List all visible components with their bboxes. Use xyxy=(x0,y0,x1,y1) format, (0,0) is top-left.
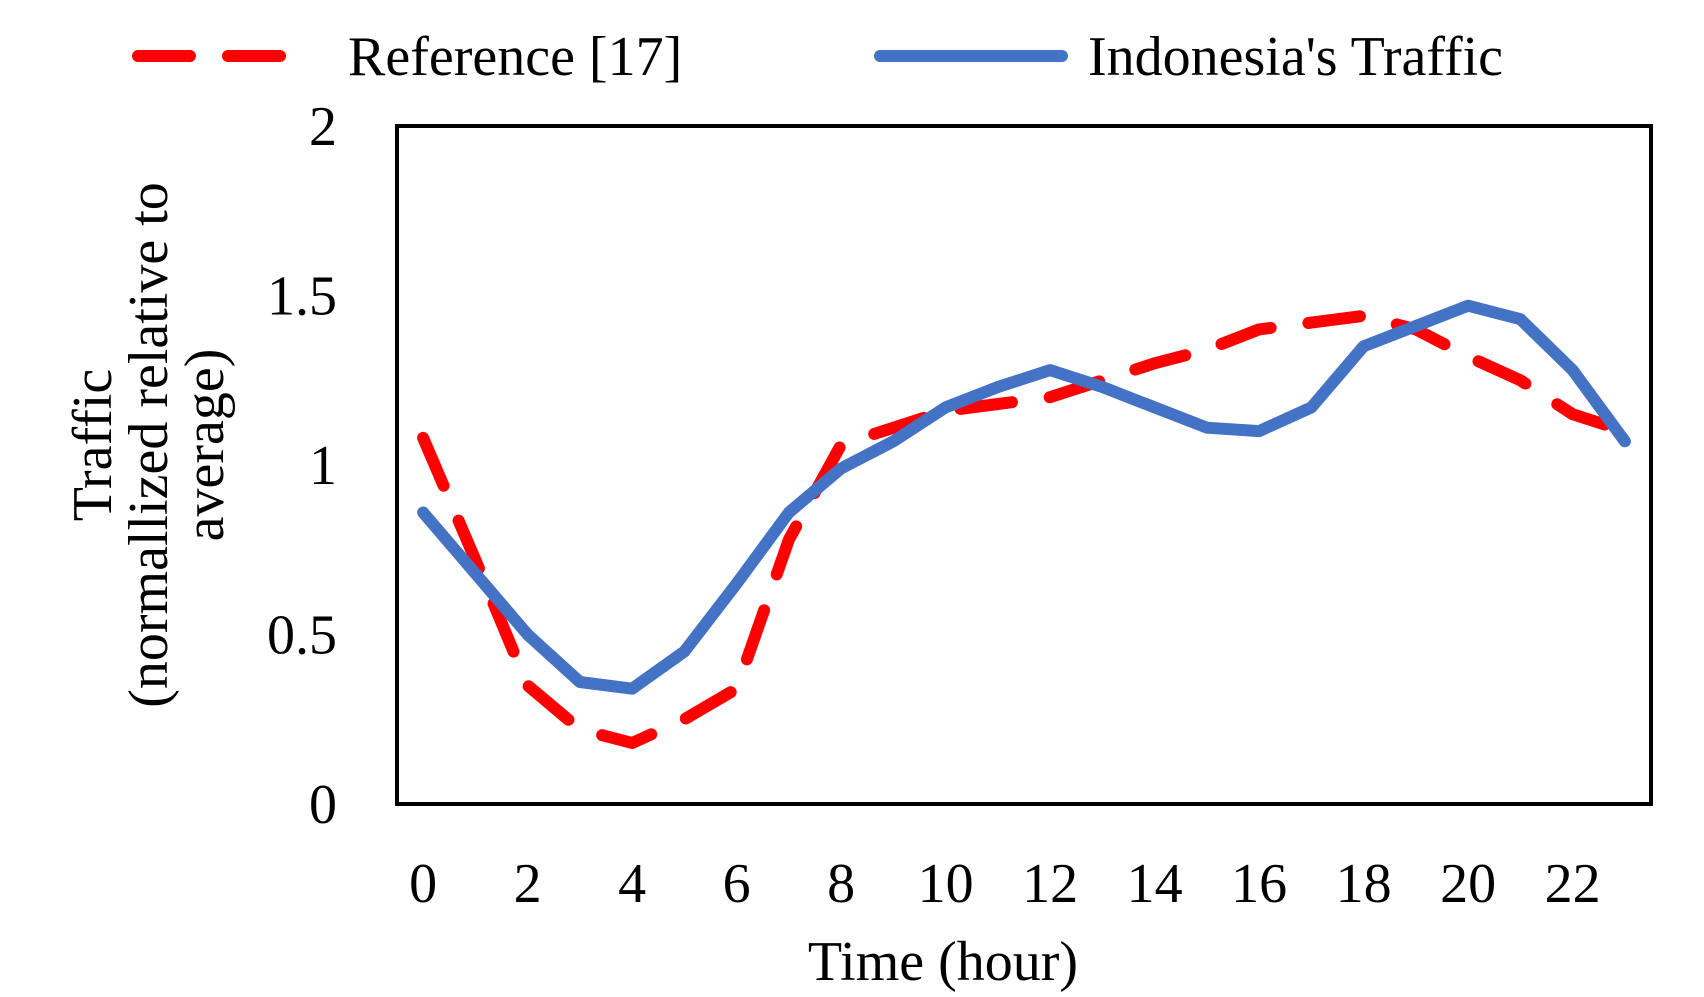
reference-data-point xyxy=(1572,413,1574,415)
y-axis-title-line-3: average) xyxy=(174,349,236,542)
indonesia-data-point xyxy=(474,573,476,575)
plot-area xyxy=(395,124,1653,806)
indonesia-data-point xyxy=(527,634,529,636)
y-tick-label: 1.5 xyxy=(267,266,337,328)
reference-data-point xyxy=(840,444,842,446)
y-tick-label: 1 xyxy=(309,435,337,497)
indonesia-data-point xyxy=(945,406,947,408)
indonesia-data-point xyxy=(1519,318,1521,320)
indonesia-data-point xyxy=(1049,369,1051,371)
legend-label-reference: Reference [17] xyxy=(348,26,682,88)
x-tick-label: 4 xyxy=(618,853,646,915)
y-tick-label: 2 xyxy=(309,96,337,158)
indonesia-data-point xyxy=(1415,325,1417,327)
y-tick-label: 0 xyxy=(309,774,337,836)
indonesia-data-point xyxy=(631,688,633,690)
x-tick-label: 0 xyxy=(409,853,437,915)
indonesia-data-point xyxy=(579,681,581,683)
reference-data-point xyxy=(474,559,476,561)
x-tick-label: 14 xyxy=(1127,853,1183,915)
reference-data-point xyxy=(736,688,738,690)
indonesia-data-point xyxy=(1363,345,1365,347)
x-tick-labels: 0 2 4 6 8 10 12 14 16 18 20 22 xyxy=(409,853,1601,915)
reference-data-point xyxy=(997,403,999,405)
reference-data-point xyxy=(579,728,581,730)
reference-data-point xyxy=(1310,322,1312,324)
series-line-indonesia xyxy=(417,299,1631,695)
indonesia-data-point xyxy=(422,512,424,514)
reference-data-point xyxy=(788,539,790,541)
indonesia-data-point xyxy=(1206,427,1208,429)
y-axis-title: Traffic (normallized relative to average… xyxy=(62,182,236,708)
indonesia-data-point xyxy=(1154,406,1156,408)
indonesia-data-point xyxy=(997,386,999,388)
reference-data-point xyxy=(1258,328,1260,330)
indonesia-data-point xyxy=(1467,305,1469,307)
indonesia-data-point xyxy=(1258,430,1260,432)
reference-data-point xyxy=(892,427,894,429)
indonesia-data-point xyxy=(840,467,842,469)
indonesia-data-point xyxy=(1310,406,1312,408)
indonesia-data-point xyxy=(683,651,685,653)
y-tick-labels: 0 0.5 1 1.5 2 xyxy=(267,96,337,836)
reference-data-point xyxy=(1154,362,1156,364)
legend: Reference [17] Indonesia's Traffic xyxy=(132,26,1503,88)
indonesia-data-point xyxy=(1572,369,1574,371)
x-tick-label: 20 xyxy=(1440,853,1496,915)
legend-label-indonesia: Indonesia's Traffic xyxy=(1088,26,1503,88)
x-tick-label: 12 xyxy=(1022,853,1078,915)
reference-data-point xyxy=(631,742,633,744)
x-tick-label: 22 xyxy=(1545,853,1601,915)
x-tick-label: 6 xyxy=(723,853,751,915)
indonesia-data-point xyxy=(1624,440,1626,442)
y-tick-label: 0.5 xyxy=(267,605,337,667)
indonesia-data-point xyxy=(788,512,790,514)
x-tick-label: 10 xyxy=(918,853,974,915)
reference-data-point xyxy=(422,437,424,439)
indonesia-data-point xyxy=(736,583,738,585)
reference-data-point xyxy=(683,718,685,720)
y-axis-title-line-1: Traffic xyxy=(62,369,124,521)
reference-data-point xyxy=(1206,349,1208,351)
series-line-reference xyxy=(417,309,1631,749)
x-axis-title: Time (hour) xyxy=(808,931,1078,993)
reference-data-point xyxy=(1363,315,1365,317)
reference-data-point xyxy=(1519,379,1521,381)
x-tick-label: 2 xyxy=(514,853,542,915)
indonesia-data-point xyxy=(892,440,894,442)
x-tick-label: 8 xyxy=(827,853,855,915)
series-layer xyxy=(417,299,1631,749)
reference-data-point xyxy=(1467,356,1469,358)
reference-data-point xyxy=(1049,396,1051,398)
x-tick-label: 18 xyxy=(1336,853,1392,915)
indonesia-data-point xyxy=(1101,386,1103,388)
reference-data-point xyxy=(527,684,529,686)
y-axis-title-line-2: (normallized relative to xyxy=(118,182,180,708)
x-tick-label: 16 xyxy=(1231,853,1287,915)
